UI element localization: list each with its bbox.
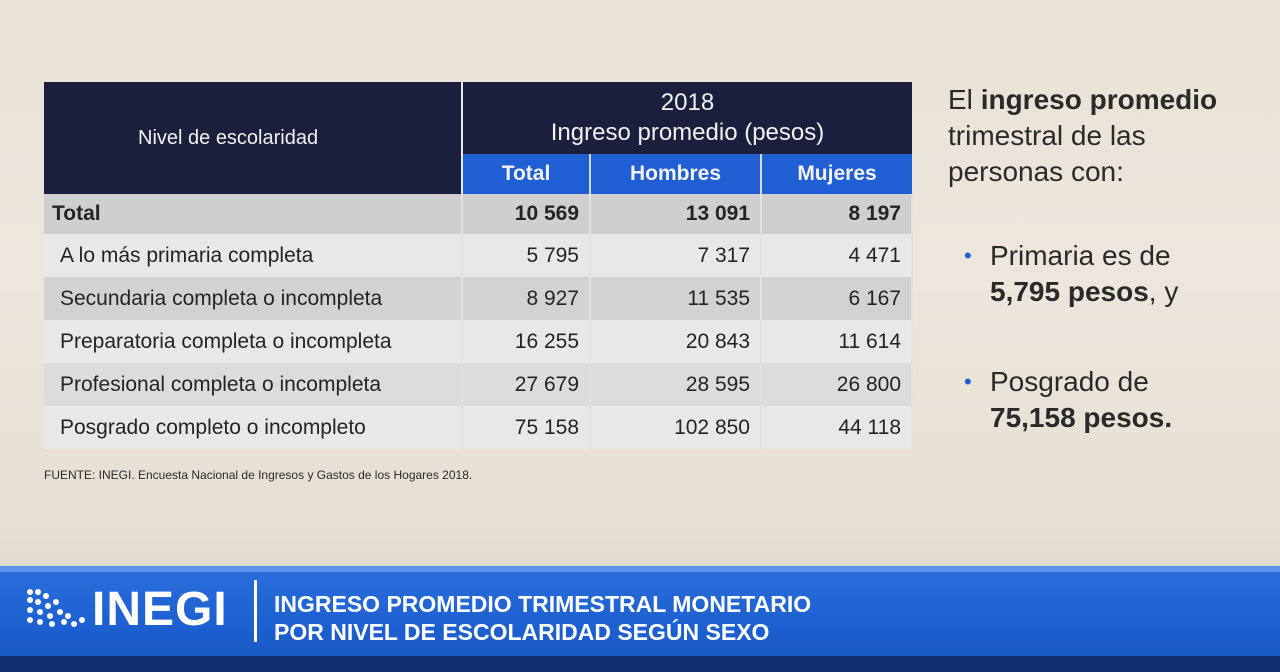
intro-prefix: El: [948, 84, 981, 115]
row-label: A lo más primaria completa: [44, 234, 463, 277]
footer-divider: [254, 580, 257, 642]
cell-mujeres: 11 614: [761, 320, 913, 363]
source-note: FUENTE: INEGI. Encuesta Nacional de Ingr…: [44, 468, 473, 482]
cell-hombres: 11 535: [590, 277, 762, 320]
side-summary: El ingreso promedio trimestral de las pe…: [948, 82, 1268, 433]
cell-hombres: 102 850: [590, 406, 762, 449]
row-label: Secundaria completa o incompleta: [44, 277, 463, 320]
footer-title-line1: INGRESO PROMEDIO TRIMESTRAL MONETARIO: [274, 591, 812, 617]
table-row: A lo más primaria completa 5 795 7 317 4…: [44, 234, 913, 277]
table-row: Posgrado completo o incompleto 75 158 10…: [44, 406, 913, 449]
inegi-logo-dots-icon: [27, 589, 85, 627]
cell-mujeres: 26 800: [761, 363, 913, 406]
cell-mujeres: 44 118: [761, 406, 913, 449]
row-label: Preparatoria completa o incompleta: [44, 320, 463, 363]
group-header: 2018 Ingreso promedio (pesos): [462, 82, 912, 154]
footer-bottom-strip: [0, 656, 1280, 672]
cell-hombres: 13 091: [590, 194, 762, 234]
cell-total: 27 679: [462, 363, 591, 406]
table-row-total: Total 10 569 13 091 8 197: [44, 194, 913, 234]
footer-highlight: [0, 566, 1280, 572]
footer-title-line2: POR NIVEL DE ESCOLARIDAD SEGÚN SEXO: [274, 619, 770, 645]
cell-total: 8 927: [462, 277, 591, 320]
row-label: Posgrado completo o incompleto: [44, 406, 463, 449]
row-label: Profesional completa o incompleta: [44, 363, 463, 406]
income-table: Nivel de escolaridad 2018 Ingreso promed…: [44, 82, 913, 449]
cell-mujeres: 8 197: [761, 194, 913, 234]
bullet-dot-icon: •: [964, 369, 972, 394]
bullet-primaria: • Primaria es de 5,795 pesos, y: [948, 238, 1178, 310]
bullet1-text: Primaria es de: [990, 240, 1171, 271]
cell-total: 16 255: [462, 320, 591, 363]
cell-hombres: 20 843: [590, 320, 762, 363]
level-header: Nivel de escolaridad: [44, 82, 463, 194]
bullet-dot-icon: •: [964, 243, 972, 268]
intro-line2: trimestral de las: [948, 120, 1146, 151]
bullet1-suffix: , y: [1148, 276, 1179, 307]
table-row: Preparatoria completa o incompleta 16 25…: [44, 320, 913, 363]
year-label: 2018: [660, 89, 715, 116]
summary-intro: El ingreso promedio trimestral de las pe…: [948, 82, 1268, 190]
cell-hombres: 28 595: [590, 363, 762, 406]
cell-hombres: 7 317: [590, 234, 762, 277]
inegi-logo: INEGI: [92, 583, 228, 636]
row-label: Total: [44, 194, 463, 234]
column-header-mujeres: Mujeres: [760, 154, 912, 194]
bullet-posgrado: • Posgrado de 75,158 pesos.: [948, 364, 1172, 436]
intro-line3: personas con:: [948, 156, 1124, 187]
intro-bold: ingreso promedio: [980, 84, 1218, 115]
column-header-hombres: Hombres: [589, 154, 761, 194]
cell-mujeres: 6 167: [761, 277, 913, 320]
cell-total: 75 158: [462, 406, 591, 449]
bullet1-bold: 5,795 pesos: [990, 276, 1149, 307]
bullet2-bold: 75,158 pesos.: [990, 402, 1173, 433]
table-row: Secundaria completa o incompleta 8 927 1…: [44, 277, 913, 320]
table-row: Profesional completa o incompleta 27 679…: [44, 363, 913, 406]
income-label: Ingreso promedio (pesos): [550, 119, 825, 146]
column-header-total: Total: [462, 154, 590, 194]
footer-banner: INEGI INGRESO PROMEDIO TRIMESTRAL MONETA…: [0, 566, 1280, 672]
bullet2-text: Posgrado de: [990, 366, 1149, 397]
cell-mujeres: 4 471: [761, 234, 913, 277]
income-table-container: Nivel de escolaridad 2018 Ingreso promed…: [44, 82, 913, 449]
footer-title: INGRESO PROMEDIO TRIMESTRAL MONETARIO PO…: [274, 590, 811, 646]
cell-total: 10 569: [462, 194, 591, 234]
cell-total: 5 795: [462, 234, 591, 277]
